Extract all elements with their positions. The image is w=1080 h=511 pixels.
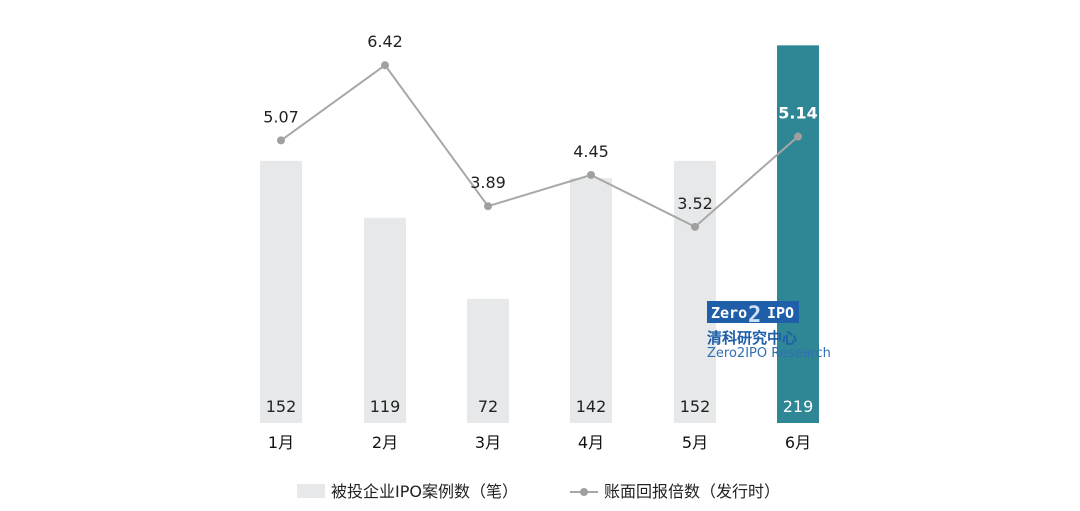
- line-value-label: 4.45: [573, 142, 609, 161]
- bar-value-label: 152: [266, 397, 297, 416]
- category-label: 5月: [682, 433, 708, 452]
- bar-3: [467, 298, 509, 423]
- bar-value-label: 152: [680, 397, 711, 416]
- bar-value-label: 119: [370, 397, 401, 416]
- line-value-label: 5.14: [778, 104, 817, 123]
- watermark-en: Zero2IPO Research: [707, 346, 831, 361]
- bar-value-label: 72: [478, 397, 498, 416]
- line-point-2: [381, 61, 389, 70]
- watermark-cn: 清科研究中心: [707, 329, 797, 347]
- legend: 被投企业IPO案例数（笔） 账面回报倍数（发行时）: [297, 482, 780, 501]
- bar-6: [777, 45, 819, 423]
- category-label: 1月: [268, 433, 294, 452]
- line-layer: [277, 61, 802, 231]
- line-value-label: 6.42: [367, 32, 403, 51]
- labels-layer: 152 1月 119 2月 72 3月 142 4月 152 5月 219 6月 5.07 6.42 3.8…: [263, 32, 818, 452]
- watermark-logo-mid: 2: [748, 303, 761, 328]
- return-multiple-line: [280, 63, 799, 229]
- bar-4: [570, 178, 612, 423]
- line-point-6: [794, 132, 802, 141]
- line-point-5: [691, 222, 699, 231]
- bar-value-label: 219: [783, 397, 814, 416]
- line-point-4: [587, 170, 595, 179]
- line-value-label: 5.07: [263, 107, 299, 126]
- line-point-1: [277, 136, 285, 145]
- legend-line-marker: [580, 488, 588, 496]
- category-label: 3月: [475, 433, 501, 452]
- legend-line-label: 账面回报倍数（发行时）: [604, 482, 780, 501]
- line-point-3: [484, 202, 492, 211]
- bar-value-label: 142: [576, 397, 607, 416]
- category-label: 2月: [372, 433, 398, 452]
- watermark-logo-box: [707, 301, 799, 323]
- bars-layer: [260, 45, 819, 423]
- bar-1: [260, 160, 302, 423]
- bar-5: [674, 160, 716, 423]
- category-label: 6月: [785, 433, 811, 452]
- watermark-logo-right: IPO: [767, 304, 794, 322]
- legend-bar-label: 被投企业IPO案例数（笔）: [331, 482, 518, 501]
- zero2ipo-watermark: Zero 2 IPO 清科研究中心 Zero2IPO Research: [707, 301, 831, 361]
- line-value-label: 3.89: [470, 173, 506, 192]
- line-value-label: 3.52: [677, 194, 713, 213]
- category-label: 4月: [578, 433, 604, 452]
- watermark-logo-left: Zero: [711, 304, 747, 322]
- legend-bar-swatch: [297, 484, 325, 498]
- bar-2: [364, 217, 406, 423]
